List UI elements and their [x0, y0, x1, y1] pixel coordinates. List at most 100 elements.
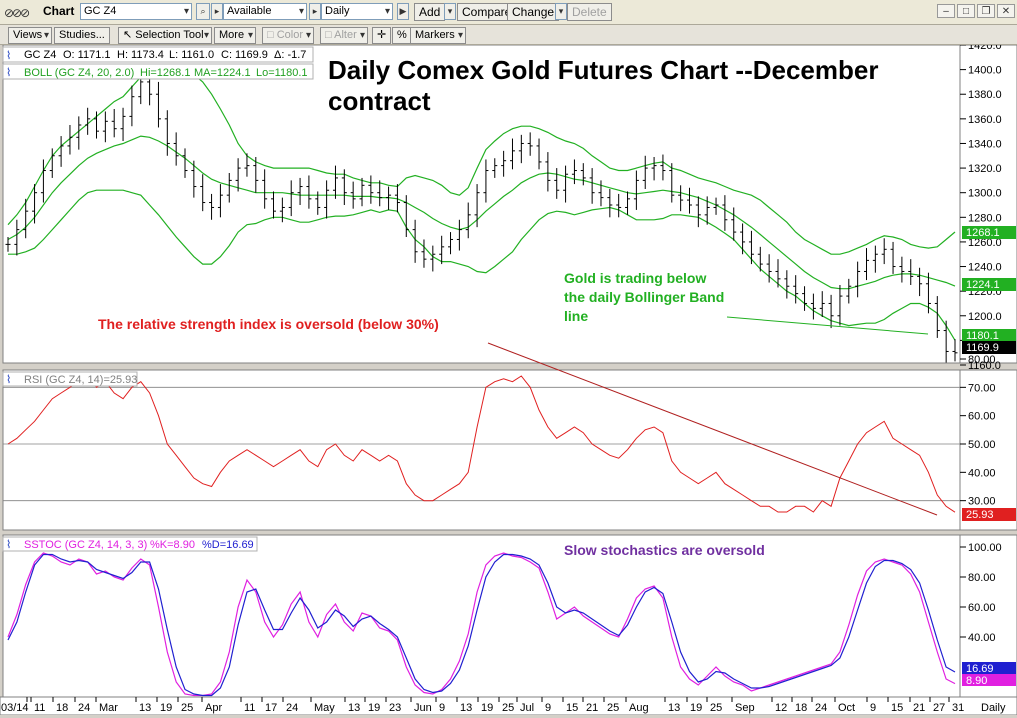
x-axis-label: 11 [34, 702, 45, 714]
chevron-down-icon[interactable]: ▾ [444, 3, 456, 20]
rsi-header [2, 371, 138, 387]
maximize-icon[interactable]: □ [957, 4, 975, 18]
available-select[interactable]: Available [223, 3, 307, 20]
last-close: 1169.9 [966, 342, 999, 354]
x-axis-label: 24 [78, 702, 90, 714]
change-button[interactable]: Change [507, 3, 560, 21]
price-last-labels: 1268.1 1224.1 1180.1 1169.9 [962, 226, 1016, 354]
last-lower-tag [962, 329, 1016, 342]
restore-icon[interactable]: ❐ [977, 4, 995, 18]
price-axis-label: 1320.0 [968, 163, 1002, 175]
x-axis-label: 9 [545, 702, 551, 714]
sstoc-axis-label: 100.00 [968, 542, 1002, 554]
color-label: Color [276, 29, 304, 41]
price-axis-label: 1360.0 [968, 114, 1002, 126]
x-axis-label: Mar [99, 702, 118, 714]
symbol-input[interactable]: GC Z4 [80, 3, 192, 20]
checkbox-icon: □ [325, 29, 332, 41]
boll-hi: Hi=1268.1 [140, 67, 190, 79]
note-sstoc: Slow stochastics are oversold [564, 542, 765, 558]
price-axis-label: 1160.0 [968, 360, 1001, 372]
x-axis-label: 25 [181, 702, 193, 714]
rsi-axis: 30.00 40.00 50.00 60.00 70.00 80.00 [960, 354, 996, 508]
chart-svg[interactable]: 1160.01180.01200.01220.01240.01260.01280… [0, 40, 1017, 716]
x-axis-label: Oct [838, 702, 855, 714]
rsi-axis-label: 80.00 [968, 354, 996, 366]
compare-button[interactable]: Compare [457, 3, 517, 21]
note-bb-line1: Gold is trading below [564, 270, 706, 286]
add-button[interactable]: Add [414, 3, 446, 21]
sstoc-d-tag [962, 662, 1016, 675]
selection-tool-label: Selection Tool [135, 29, 204, 41]
boll-ma: MA=1224.1 [194, 67, 251, 79]
price-axis-label: 1420.0 [968, 45, 1002, 52]
color-button[interactable]: □ Color [262, 27, 314, 44]
alter-button[interactable]: □ Alter [320, 27, 368, 44]
sstoc-axis-label: 60.00 [968, 602, 996, 614]
views-button[interactable]: Views [8, 27, 52, 44]
x-axis-label: Jul [520, 702, 534, 714]
sstoc-last-k: 8.90 [966, 675, 987, 687]
price-axis-label: 1380.0 [968, 89, 1002, 101]
x-axis-label: May [314, 702, 335, 714]
x-axis-label: 25 [502, 702, 514, 714]
price-axis-label: 1240.0 [968, 262, 1002, 274]
x-axis-label: 12 [775, 702, 787, 714]
x-axis-label: 31 [952, 702, 964, 714]
crosshair-icon[interactable]: ✛ [372, 27, 392, 44]
note-rsi: The relative strength index is oversold … [98, 316, 439, 332]
color-swatch-icon: □ [267, 29, 274, 41]
x-axis-label: Daily [981, 702, 1006, 714]
price-axis-bg [959, 44, 1017, 364]
price-axis-label: 1300.0 [968, 188, 1002, 200]
x-axis-label: 13 [348, 702, 360, 714]
sstoc-series [7, 552, 956, 697]
chevron-down-icon[interactable]: ▾ [555, 3, 567, 20]
note-bb-line3: line [564, 308, 588, 324]
annotation-bb-line [726, 316, 929, 335]
rsi-series [7, 375, 956, 513]
rsi-axis-bg [959, 369, 1017, 531]
arrow-right-icon[interactable]: ▸ [309, 3, 321, 20]
x-axis-label: 9 [870, 702, 876, 714]
x-axis-label: 18 [56, 702, 68, 714]
percent-button[interactable]: % [392, 27, 412, 44]
sstoc-k-line [7, 552, 956, 697]
x-axis-label: 19 [160, 702, 172, 714]
note-bb-line2: the daily Bollinger Band [564, 289, 724, 305]
sstoc-plot-bg [2, 534, 961, 698]
close-icon[interactable]: ✕ [997, 4, 1015, 18]
x-axis-label: 24 [286, 702, 298, 714]
x-axis-label: 13 [668, 702, 680, 714]
markers-button[interactable]: Markers [410, 27, 466, 44]
rsi-last: 25.93 [966, 509, 994, 521]
chart-title-line1: Daily Comex Gold Futures Chart --Decembe… [328, 55, 878, 85]
x-axis-label: 25 [607, 702, 619, 714]
period-select[interactable]: Daily [321, 3, 393, 20]
x-axis-label: 19 [481, 702, 493, 714]
x-axis-label: Jun [414, 702, 432, 714]
more-button[interactable]: More [214, 27, 256, 44]
minimize-icon[interactable]: – [937, 4, 955, 18]
quote-change: Δ: -1.7 [274, 49, 306, 61]
x-axis-label: 18 [795, 702, 807, 714]
selection-tool-button[interactable]: ↖ Selection Tool [118, 27, 212, 44]
chart-area[interactable]: 1160.01180.01200.01220.01240.01260.01280… [0, 40, 1017, 716]
rsi-axis-label: 30.00 [968, 496, 996, 508]
arrow-right-icon[interactable]: ▸ [211, 3, 223, 20]
quote-symbol: GC Z4 [24, 49, 56, 61]
quote-close: C: 1169.9 [221, 49, 268, 61]
x-axis-label: 15 [891, 702, 903, 714]
price-axis-label: 1200.0 [968, 311, 1002, 323]
x-axis-label: Sep [735, 702, 755, 714]
play-icon[interactable]: ▶ [397, 3, 409, 20]
rsi-plot-bg [2, 369, 961, 531]
delete-button[interactable]: Delete [567, 3, 612, 21]
bollinger-band-line-2 [7, 135, 956, 290]
app-logo-icon: ⊘⊘⊘ [4, 6, 30, 20]
quote-high: H: 1173.4 [117, 49, 164, 61]
x-axis-label: Apr [205, 702, 222, 714]
last-lower: 1180.1 [966, 330, 999, 342]
search-icon[interactable]: ⌕ [196, 3, 210, 20]
studies-button[interactable]: Studies... [54, 27, 110, 44]
